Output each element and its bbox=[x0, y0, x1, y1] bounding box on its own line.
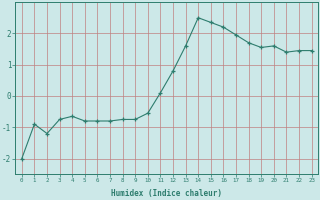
X-axis label: Humidex (Indice chaleur): Humidex (Indice chaleur) bbox=[111, 189, 222, 198]
